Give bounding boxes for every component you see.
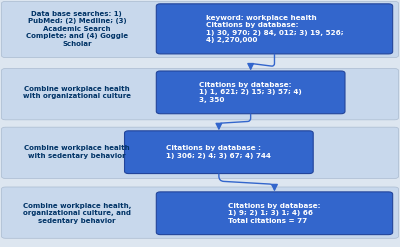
FancyBboxPatch shape [1,69,399,120]
FancyBboxPatch shape [156,192,393,235]
FancyBboxPatch shape [156,4,393,54]
Text: keyword: workplace health
Citations by database:
1) 30, 970; 2) 84, 012; 3) 19, : keyword: workplace health Citations by d… [206,15,343,43]
FancyBboxPatch shape [1,127,399,178]
Text: Data base searches: 1)
PubMed; (2) Medline; (3)
Academic Search
Complete; and (4: Data base searches: 1) PubMed; (2) Medli… [26,11,128,47]
FancyBboxPatch shape [1,1,399,58]
Text: Combine workplace health
with organizational culture: Combine workplace health with organizati… [23,86,131,99]
Text: Citations by database:
1) 1, 621; 2) 15; 3) 57; 4)
3, 350: Citations by database: 1) 1, 621; 2) 15;… [199,82,302,103]
FancyBboxPatch shape [156,71,345,114]
FancyBboxPatch shape [1,187,399,238]
FancyBboxPatch shape [124,131,313,174]
Text: Combine workplace health,
organizational culture, and
sedentary behavior: Combine workplace health, organizational… [23,203,131,224]
Text: Citations by database:
1) 9; 2) 1; 3) 1; 4) 66
Total citations = 77: Citations by database: 1) 9; 2) 1; 3) 1;… [228,203,321,224]
Text: Citations by database :
1) 306; 2) 4; 3) 67; 4) 744: Citations by database : 1) 306; 2) 4; 3)… [166,145,271,159]
Text: Combine workplace health
with sedentary behavior: Combine workplace health with sedentary … [24,145,130,159]
